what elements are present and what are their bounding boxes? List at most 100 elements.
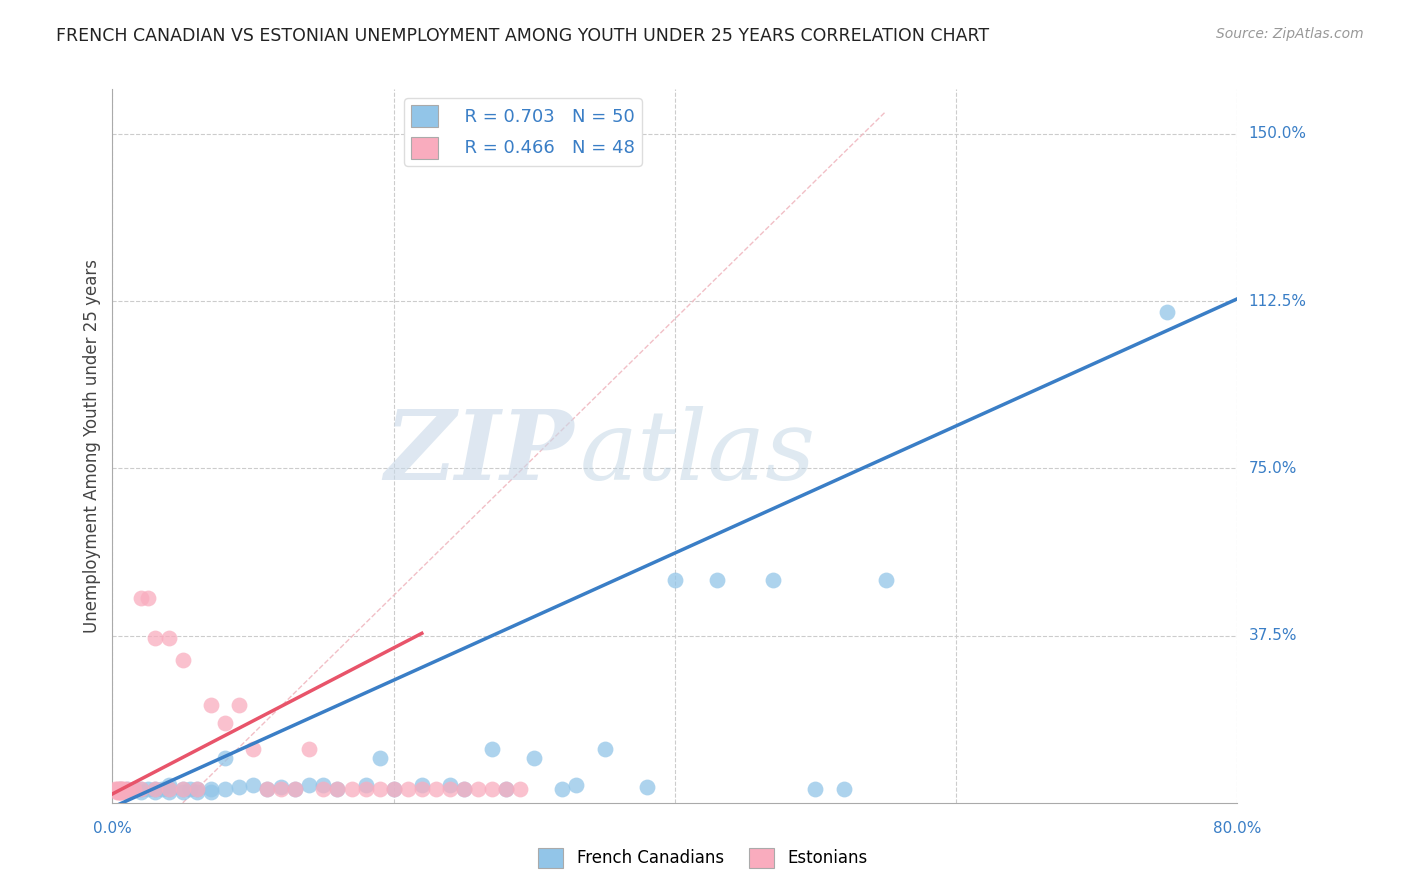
Text: 0.0%: 0.0%: [93, 821, 132, 836]
Point: [326, 782, 349, 797]
Point: [143, 631, 166, 645]
Point: [467, 782, 489, 797]
Point: [143, 782, 166, 797]
Point: [172, 782, 194, 797]
Point: [172, 653, 194, 667]
Point: [340, 782, 363, 797]
Point: [122, 782, 145, 797]
Point: [368, 751, 391, 765]
Point: [270, 780, 292, 795]
Point: [664, 573, 686, 587]
Point: [214, 782, 236, 797]
Point: [157, 631, 180, 645]
Point: [111, 782, 134, 797]
Text: atlas: atlas: [579, 406, 815, 500]
Point: [136, 782, 159, 797]
Point: [110, 785, 132, 799]
Point: [382, 782, 405, 797]
Point: [172, 782, 194, 797]
Text: 112.5%: 112.5%: [1249, 293, 1306, 309]
Point: [129, 785, 152, 799]
Point: [439, 778, 461, 792]
Point: [186, 785, 208, 799]
Text: 37.5%: 37.5%: [1249, 628, 1296, 643]
Point: [110, 782, 132, 797]
Point: [186, 782, 208, 797]
Point: [481, 782, 503, 797]
Point: [115, 785, 138, 799]
Point: [481, 742, 503, 756]
Point: [875, 573, 897, 587]
Point: [312, 778, 335, 792]
Point: [832, 782, 855, 797]
Point: [1156, 305, 1178, 319]
Legend:   R = 0.703   N = 50,   R = 0.466   N = 48: R = 0.703 N = 50, R = 0.466 N = 48: [404, 98, 643, 166]
Point: [157, 778, 180, 792]
Point: [108, 785, 131, 799]
Point: [107, 785, 129, 799]
Point: [157, 782, 180, 797]
Point: [495, 782, 517, 797]
Y-axis label: Unemployment Among Youth under 25 years: Unemployment Among Youth under 25 years: [83, 259, 101, 633]
Point: [312, 782, 335, 797]
Point: [186, 782, 208, 797]
Point: [122, 782, 145, 797]
Point: [284, 782, 307, 797]
Point: [453, 782, 475, 797]
Point: [200, 782, 222, 797]
Point: [242, 778, 264, 792]
Point: [411, 782, 433, 797]
Point: [129, 782, 152, 797]
Point: [256, 782, 278, 797]
Point: [411, 778, 433, 792]
Point: [453, 782, 475, 797]
Point: [105, 782, 128, 797]
Point: [108, 782, 131, 797]
Point: [256, 782, 278, 797]
Point: [593, 742, 616, 756]
Point: [136, 591, 159, 605]
Text: FRENCH CANADIAN VS ESTONIAN UNEMPLOYMENT AMONG YOUTH UNDER 25 YEARS CORRELATION : FRENCH CANADIAN VS ESTONIAN UNEMPLOYMENT…: [56, 27, 990, 45]
Point: [565, 778, 588, 792]
Point: [326, 782, 349, 797]
Point: [396, 782, 419, 797]
Point: [143, 782, 166, 797]
Point: [298, 778, 321, 792]
Point: [298, 742, 321, 756]
Point: [214, 751, 236, 765]
Point: [270, 782, 292, 797]
Point: [115, 785, 138, 799]
Point: [129, 591, 152, 605]
Point: [108, 782, 131, 797]
Point: [368, 782, 391, 797]
Point: [150, 782, 173, 797]
Point: [228, 780, 250, 795]
Point: [157, 782, 180, 797]
Text: ZIP: ZIP: [384, 406, 574, 500]
Legend: French Canadians, Estonians: French Canadians, Estonians: [531, 841, 875, 875]
Point: [523, 751, 546, 765]
Point: [354, 778, 377, 792]
Text: 150.0%: 150.0%: [1249, 127, 1306, 141]
Text: 80.0%: 80.0%: [1213, 821, 1261, 836]
Text: Source: ZipAtlas.com: Source: ZipAtlas.com: [1216, 27, 1364, 41]
Point: [115, 782, 138, 797]
Point: [200, 785, 222, 799]
Point: [706, 573, 728, 587]
Point: [143, 785, 166, 799]
Point: [108, 785, 131, 799]
Point: [228, 698, 250, 712]
Point: [129, 782, 152, 797]
Point: [214, 715, 236, 730]
Point: [354, 782, 377, 797]
Point: [105, 785, 128, 799]
Point: [439, 782, 461, 797]
Point: [179, 782, 201, 797]
Point: [762, 573, 785, 587]
Point: [495, 782, 517, 797]
Point: [382, 782, 405, 797]
Point: [509, 782, 531, 797]
Point: [425, 782, 447, 797]
Point: [551, 782, 574, 797]
Point: [172, 785, 194, 799]
